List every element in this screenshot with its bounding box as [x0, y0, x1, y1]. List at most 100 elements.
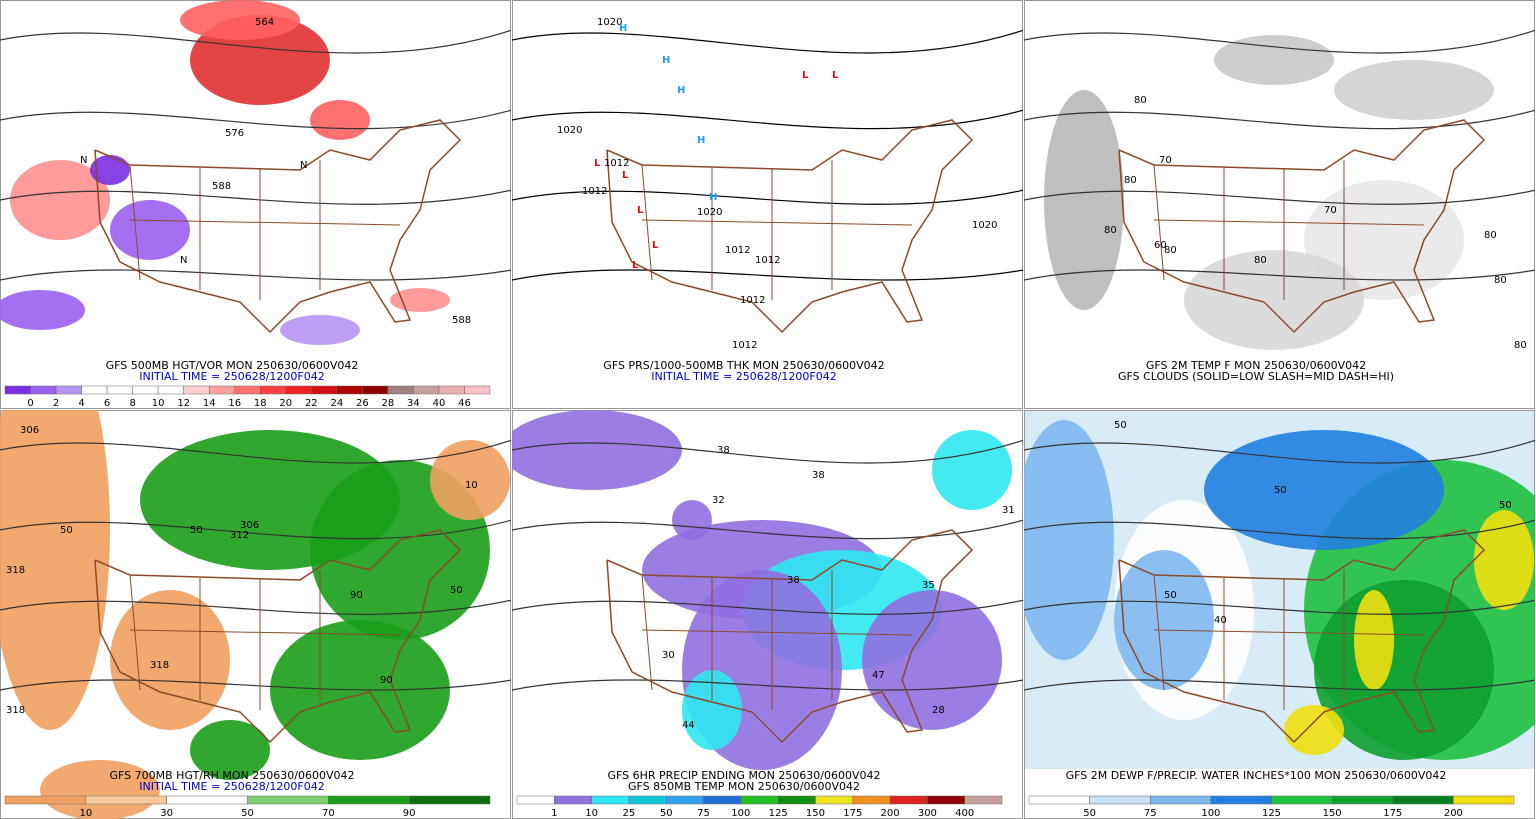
map-label: 1020	[972, 220, 997, 231]
contour	[512, 109, 1023, 130]
field-blob	[512, 410, 682, 490]
colorbar-label: 50	[660, 808, 673, 819]
colorbar-box	[362, 385, 389, 395]
colorbar-label: 16	[228, 398, 241, 409]
map-label: 80	[1484, 230, 1497, 241]
colorbar-box	[183, 385, 210, 395]
colorbar-box	[387, 385, 414, 395]
contour	[1024, 29, 1535, 54]
map-label: 32	[712, 495, 725, 506]
colorbar-label: 10	[152, 398, 165, 409]
state-border	[641, 629, 913, 636]
map-label: 1012	[732, 340, 757, 351]
map-label: L	[622, 170, 629, 181]
colorbar-box	[132, 385, 159, 395]
colorbar-label: 14	[203, 398, 216, 409]
country-border	[1118, 119, 1486, 334]
field-blob	[1044, 90, 1124, 310]
caption: GFS 2M TEMP F MON 250630/0600V042	[1146, 359, 1366, 372]
map-label: 44	[682, 720, 695, 731]
map-label: 90	[350, 590, 363, 601]
colorbar-label: 100	[1201, 808, 1220, 819]
colorbar-label: 125	[769, 808, 788, 819]
colorbar-box	[336, 385, 363, 395]
map-label: 50	[1164, 590, 1177, 601]
colorbar-box	[554, 795, 592, 805]
map-label: 30	[662, 650, 675, 661]
colorbar-label: 18	[254, 398, 267, 409]
colorbar-label: 150	[806, 808, 825, 819]
colorbar-label: 8	[129, 398, 135, 409]
contour	[0, 29, 511, 54]
colorbar-label: 10	[585, 808, 598, 819]
colorbar-box	[852, 795, 891, 805]
colorbar-box	[1271, 795, 1333, 805]
country-border	[94, 529, 462, 744]
contour	[0, 519, 511, 540]
map-label: 80	[1124, 175, 1137, 186]
field-blob	[1204, 430, 1444, 550]
map-label: 28	[932, 705, 945, 716]
field-blob	[10, 160, 110, 240]
colorbar-box	[208, 385, 235, 395]
state-border	[1153, 629, 1425, 636]
contour	[1024, 439, 1535, 464]
map-panel: 50 50 50 40 50 GFS 2M DEWP F/PRECIP. WATER IN…	[1024, 410, 1535, 819]
colorbar-label: 34	[407, 398, 420, 409]
contour	[512, 189, 1023, 205]
map-panel: 564 576 588 588 N N N GFS 500MB HGT/VOR MON 250…	[0, 0, 511, 409]
colorbar-box	[740, 795, 779, 805]
colorbar-label: 90	[403, 808, 416, 819]
map-label: 1020	[597, 17, 622, 28]
colorbar-box	[328, 795, 410, 805]
colorbar-box	[464, 385, 491, 395]
map-label: 60	[1154, 240, 1167, 251]
map-label: 50	[1499, 500, 1512, 511]
field-blob	[932, 430, 1012, 510]
colorbar-label: 100	[731, 808, 750, 819]
field-blob	[110, 590, 230, 730]
map-label: 306	[240, 520, 259, 531]
colorbar-box	[4, 795, 87, 805]
colorbar-label: 30	[160, 808, 173, 819]
colorbar-box	[1150, 795, 1212, 805]
field-blob	[1024, 420, 1114, 660]
map-label: 90	[380, 675, 393, 686]
field-blob	[310, 100, 370, 140]
field-blob	[1214, 35, 1334, 85]
map-label: 80	[1254, 255, 1267, 266]
colorbar-box	[81, 385, 108, 395]
map-label: 588	[212, 181, 231, 192]
colorbar-box	[1089, 795, 1151, 805]
colorbar-label: 400	[955, 808, 974, 819]
map-label: 50	[60, 525, 73, 536]
colorbar-label: 20	[279, 398, 292, 409]
map-label: L	[594, 158, 601, 169]
colorbar-label: 1	[551, 808, 557, 819]
state-border	[641, 219, 913, 226]
colorbar-box	[1453, 795, 1515, 805]
map-label: 50	[450, 585, 463, 596]
colorbar-label: 40	[433, 398, 446, 409]
colorbar-box	[260, 385, 287, 395]
colorbar-box	[889, 795, 928, 805]
map-label: 80	[1514, 340, 1527, 351]
colorbar-label: 200	[1444, 808, 1463, 819]
contour	[0, 599, 511, 615]
colorbar-label: 0	[27, 398, 33, 409]
colorbar-label: 75	[1144, 808, 1157, 819]
map-label: 318	[6, 565, 25, 576]
colorbar-label: 125	[1262, 808, 1281, 819]
colorbar-label: 24	[330, 398, 343, 409]
map-label: 50	[1274, 485, 1287, 496]
colorbar-box	[703, 795, 742, 805]
field-blob	[110, 200, 190, 260]
colorbar-label: 50	[1083, 808, 1096, 819]
map-label: 1012	[582, 186, 607, 197]
colorbar-label: 175	[1383, 808, 1402, 819]
map-background	[513, 1, 1022, 359]
contour	[512, 519, 1023, 540]
map-label: L	[802, 70, 809, 81]
